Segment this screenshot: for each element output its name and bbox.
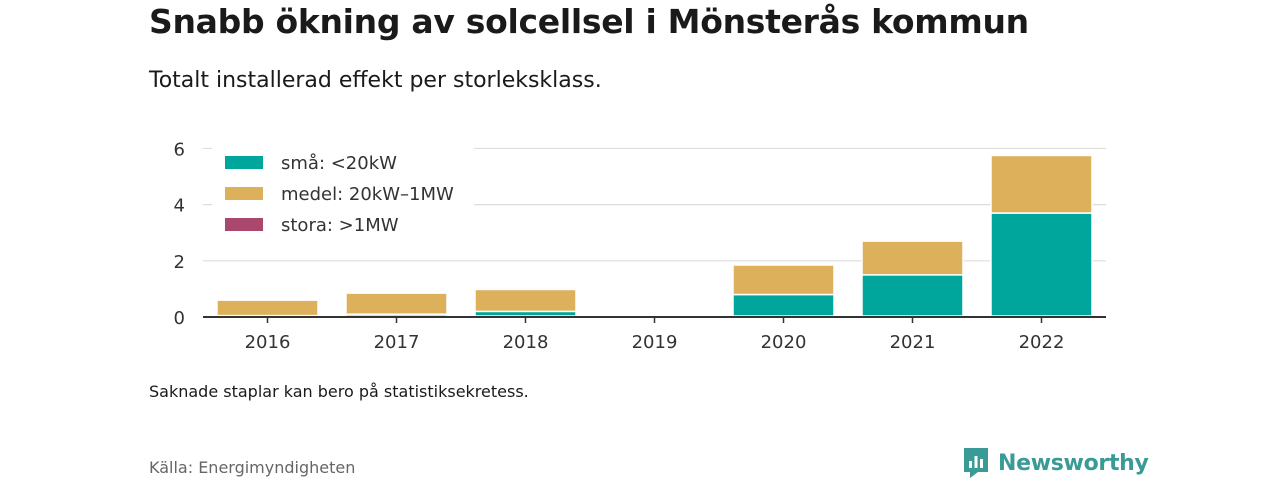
chart-bars [216, 154, 1093, 317]
bar-segment [732, 264, 835, 296]
y-tick-label: 6 [174, 139, 185, 160]
bar-segment [216, 299, 319, 317]
chart-legend: små: <20kW medel: 20kW–1MW stora: >1MW [212, 145, 474, 241]
chart: 0 2 4 6 2016 2017 2018 2019 2020 2021 2022 små: <… [174, 139, 1106, 353]
x-tick-label: 2021 [890, 332, 936, 353]
brand-logo[interactable]: Newsworthy [962, 446, 1149, 480]
bar-segment [861, 240, 964, 276]
x-tick-label: 2018 [503, 332, 549, 353]
y-tick-label: 2 [174, 252, 185, 273]
legend-label: små: <20kW [281, 153, 397, 174]
legend-swatch [225, 156, 263, 169]
x-tick-label: 2022 [1019, 332, 1065, 353]
source-label: Källa: Energimyndigheten [149, 458, 356, 477]
chart-subtitle: Totalt installerad effekt per storlekskl… [149, 68, 602, 93]
legend-swatch [225, 187, 263, 200]
x-axis: 2016 2017 2018 2019 2020 2021 2022 [203, 316, 1106, 353]
bar-segment [345, 292, 448, 315]
bar-segment [474, 288, 577, 313]
bar-segment [990, 212, 1093, 317]
y-axis: 0 2 4 6 [174, 139, 185, 329]
bar-segment [861, 274, 964, 317]
y-tick-label: 0 [174, 308, 185, 329]
chart-note: Saknade staplar kan bero på statistiksek… [149, 382, 529, 401]
y-tick-label: 4 [174, 196, 185, 217]
chart-title: Snabb ökning av solcellsel i Mönsterås k… [149, 2, 1029, 41]
legend-swatch [225, 218, 263, 231]
x-tick-label: 2020 [761, 332, 807, 353]
newsworthy-logo-icon [964, 448, 988, 478]
x-tick-label: 2017 [374, 332, 420, 353]
legend-label: stora: >1MW [281, 215, 399, 236]
bar-segment [732, 293, 835, 317]
legend-label: medel: 20kW–1MW [281, 184, 454, 205]
x-tick-label: 2016 [245, 332, 291, 353]
bar-segment [990, 154, 1093, 214]
brand-name: Newsworthy [998, 450, 1149, 476]
x-tick-label: 2019 [632, 332, 678, 353]
